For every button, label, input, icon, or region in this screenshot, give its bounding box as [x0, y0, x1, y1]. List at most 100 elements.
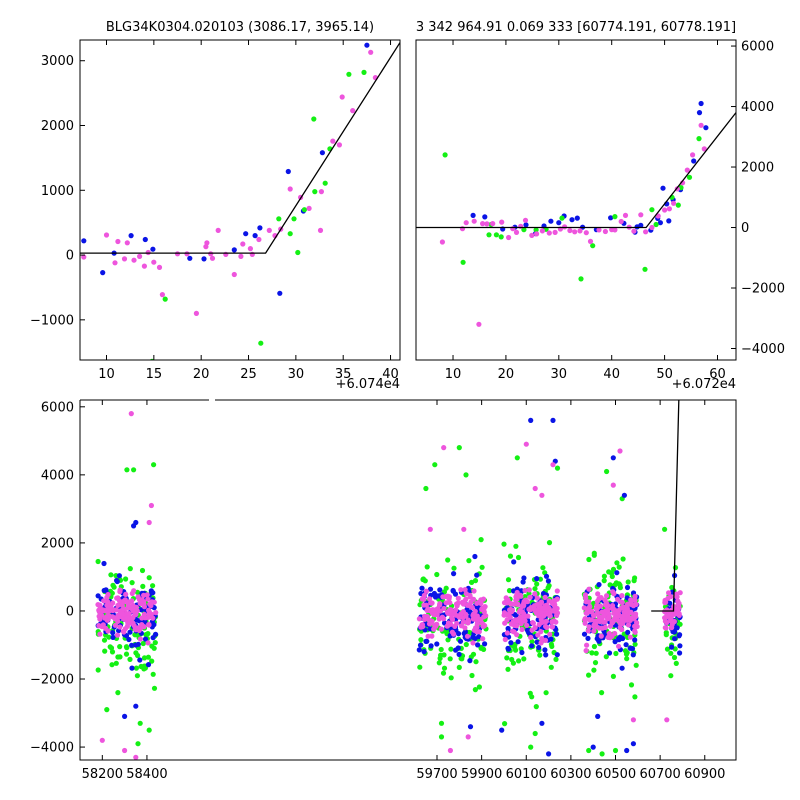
pink-data-point	[462, 625, 468, 631]
green-data-point	[672, 565, 679, 571]
green-data-point	[653, 221, 659, 228]
blue-data-point	[606, 650, 613, 656]
pink-data-point	[445, 593, 451, 599]
pink-data-point	[596, 614, 603, 620]
green-data-point	[612, 747, 619, 754]
green-data-point	[466, 558, 472, 564]
x-tick-label: 50	[656, 367, 673, 382]
pink-data-point	[105, 591, 111, 598]
pink-data-point	[215, 227, 221, 233]
pink-data-point	[449, 616, 456, 623]
y-tick-label: 0	[66, 604, 74, 619]
green-data-point	[559, 215, 565, 221]
pink-data-point	[672, 611, 678, 617]
pink-data-point	[117, 587, 123, 593]
green-data-point	[473, 659, 479, 665]
blue-data-point	[137, 657, 143, 663]
model-curve	[80, 42, 400, 254]
pink-data-point	[550, 462, 556, 468]
blue-data-point	[624, 584, 631, 591]
green-data-point	[609, 573, 615, 580]
pink-data-point	[514, 623, 520, 629]
green-data-point	[516, 658, 522, 664]
green-data-point	[141, 655, 148, 661]
pink-data-point	[208, 251, 214, 257]
y-tick-label: 4000	[41, 468, 74, 483]
pink-data-point	[453, 612, 459, 618]
pink-data-point	[513, 594, 519, 600]
pink-data-point	[582, 620, 588, 626]
pink-data-point	[97, 616, 103, 622]
pink-data-point	[534, 595, 540, 601]
pink-data-point	[336, 142, 342, 148]
pink-data-point	[464, 633, 471, 639]
green-data-point	[486, 232, 492, 238]
blue-data-point	[539, 720, 545, 726]
pink-data-point	[128, 411, 134, 417]
pink-data-point	[438, 626, 444, 632]
pink-data-point	[467, 592, 473, 599]
blue-data-point	[519, 649, 525, 656]
green-data-point	[138, 663, 144, 670]
green-data-point	[532, 586, 538, 592]
x-tick-label: 60500	[595, 767, 636, 782]
green-data-point	[632, 694, 638, 700]
pink-data-point	[146, 609, 152, 615]
pink-data-point	[585, 628, 591, 634]
blue-data-point	[505, 625, 511, 632]
green-data-point	[586, 747, 592, 754]
pink-data-point	[317, 227, 324, 233]
green-data-point	[434, 571, 440, 578]
pink-data-point	[596, 227, 602, 233]
pink-data-point	[522, 587, 528, 594]
blue-data-point	[456, 651, 462, 658]
blue-data-point	[243, 231, 249, 237]
blue-data-point	[127, 629, 133, 635]
green-data-point	[133, 665, 139, 671]
blue-data-point	[529, 643, 535, 649]
green-data-point	[586, 672, 592, 678]
pink-data-point	[535, 632, 541, 638]
blue-data-point	[669, 644, 675, 650]
green-data-point	[441, 665, 448, 671]
pink-data-point	[121, 256, 128, 262]
green-data-point	[509, 656, 515, 663]
green-data-point	[543, 690, 549, 696]
green-data-point	[451, 565, 457, 571]
green-data-point	[108, 572, 114, 578]
pink-data-point	[454, 601, 460, 607]
green-data-point	[529, 694, 535, 700]
pink-data-point	[141, 601, 147, 607]
pink-data-point	[458, 587, 464, 593]
blue-data-point	[521, 575, 527, 581]
pink-data-point	[586, 586, 592, 592]
pink-data-point	[602, 228, 609, 235]
pink-data-point	[440, 594, 446, 600]
pink-data-point	[572, 229, 578, 235]
pink-data-point	[151, 259, 157, 265]
green-data-point	[513, 543, 519, 549]
pink-data-point	[583, 599, 589, 605]
x-tick-label: 25	[240, 367, 257, 382]
pink-data-point	[546, 605, 552, 611]
green-data-point	[322, 180, 328, 186]
pink-data-point	[436, 616, 442, 622]
blue-data-point	[416, 647, 422, 653]
green-data-point	[131, 467, 137, 473]
pink-data-point	[480, 221, 486, 227]
pink-data-point	[441, 445, 447, 451]
blue-data-point	[482, 214, 488, 220]
blue-data-point	[145, 662, 152, 668]
pink-data-point	[592, 621, 598, 627]
pink-data-point	[538, 640, 544, 646]
pink-data-point	[622, 212, 629, 218]
blue-data-point	[528, 417, 534, 423]
green-data-point	[151, 462, 157, 468]
pink-data-point	[96, 607, 102, 613]
pink-data-point	[99, 624, 105, 630]
pink-data-point	[101, 598, 107, 604]
pink-data-point	[130, 620, 136, 626]
blue-data-point	[110, 630, 116, 636]
pink-data-point	[662, 207, 668, 213]
pink-data-point	[632, 593, 638, 600]
